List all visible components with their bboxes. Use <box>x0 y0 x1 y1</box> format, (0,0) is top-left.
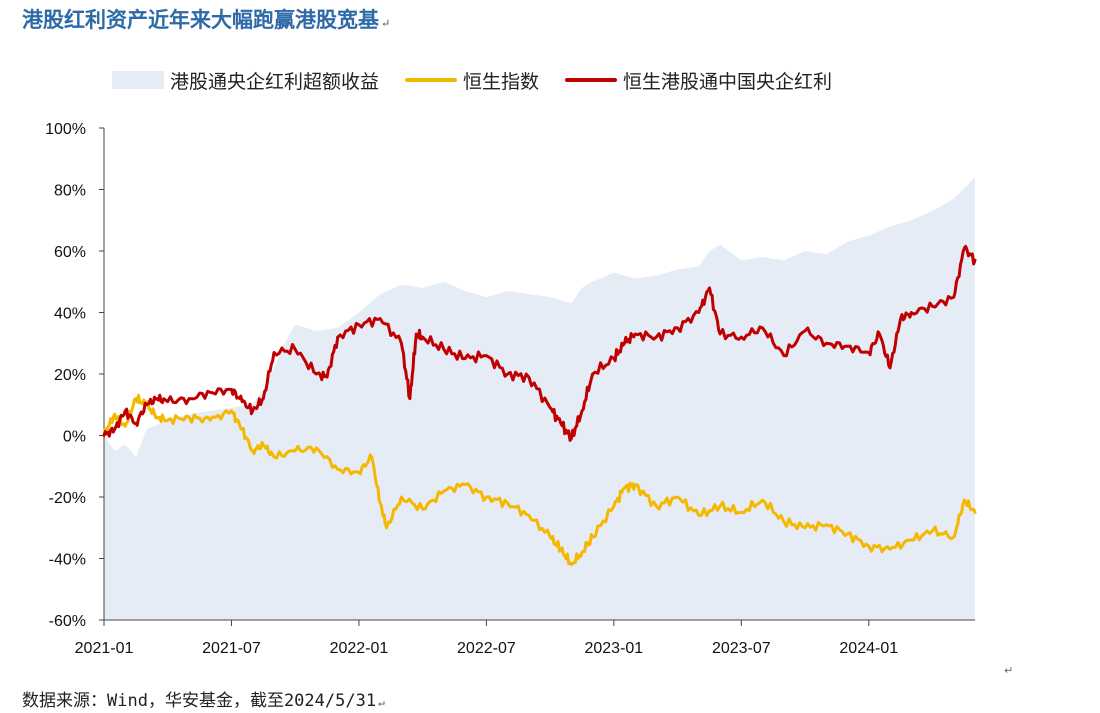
y-tick-label: 40% <box>54 306 86 323</box>
y-tick-label: -20% <box>49 490 86 507</box>
source-note: 数据来源：Wind，华安基金，截至2024/5/31 ↵ <box>22 691 385 711</box>
chart-title: 港股红利资产近年来大幅跑赢港股宽基 ↵ <box>22 7 391 32</box>
series-line-soe <box>102 244 977 442</box>
legend-swatch-excess <box>112 71 164 89</box>
y-tick-label: -60% <box>49 613 86 630</box>
paragraph-mark: ↵ <box>1004 664 1014 677</box>
series-area-excess <box>104 177 975 620</box>
x-tick-label: 2022-01 <box>330 640 389 657</box>
paragraph-mark: ↵ <box>381 17 391 30</box>
y-tick-label: 80% <box>54 183 86 200</box>
legend: 港股通央企红利超额收益 恒生指数 恒生港股通中国央企红利 <box>112 66 858 94</box>
x-tick-label: 2021-01 <box>75 640 134 657</box>
x-tick-label: 2024-01 <box>839 640 898 657</box>
legend-label-hsi: 恒生指数 <box>463 70 540 93</box>
y-tick-label: 20% <box>54 367 86 384</box>
x-tick-label: 2021-07 <box>202 640 261 657</box>
y-tick-label: 0% <box>63 429 86 446</box>
x-tick-label: 2022-07 <box>457 640 516 657</box>
legend-label-excess: 港股通央企红利超额收益 <box>170 70 380 93</box>
legend-item-hsi: 恒生指数 <box>405 67 539 94</box>
legend-item-soe: 恒生港股通中国央企红利 <box>565 67 832 94</box>
legend-swatch-soe <box>565 78 618 82</box>
legend-swatch-hsi <box>405 78 458 82</box>
y-tick-label: -40% <box>49 552 86 569</box>
paragraph-mark: ↵ <box>378 696 385 709</box>
y-tick-label: 100% <box>45 121 86 138</box>
y-tick-label: 60% <box>54 244 86 261</box>
x-tick-label: 2023-07 <box>712 640 771 657</box>
legend-item-excess: 港股通央企红利超额收益 <box>112 67 379 94</box>
legend-label-soe: 恒生港股通中国央企红利 <box>623 70 833 93</box>
series-line-hsi <box>102 393 977 567</box>
x-tick-label: 2023-01 <box>584 640 643 657</box>
